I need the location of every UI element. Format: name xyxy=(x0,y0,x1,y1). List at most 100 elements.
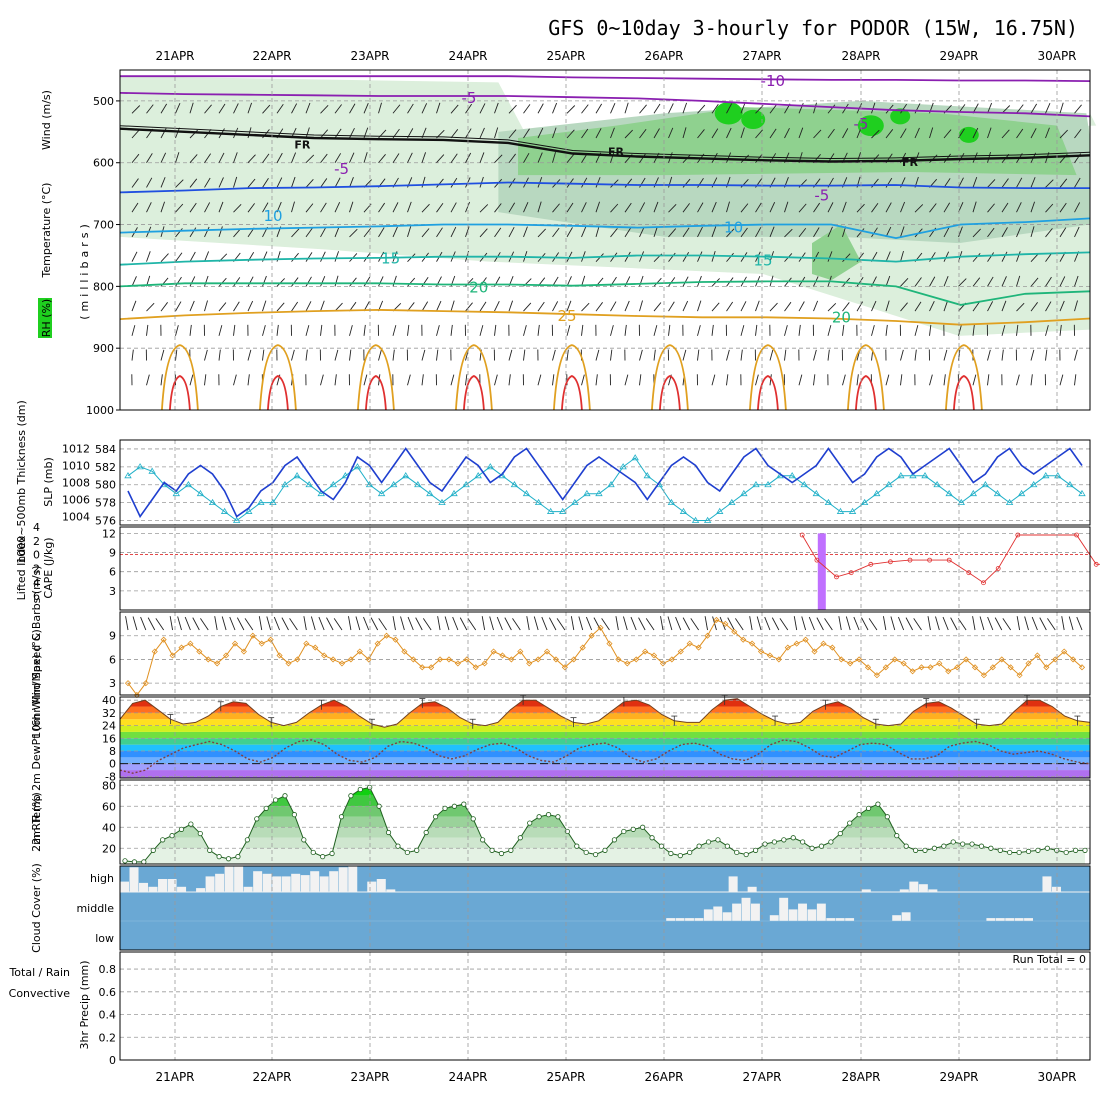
wind10m-marker xyxy=(659,660,667,667)
wind10m-marker xyxy=(677,648,684,655)
temp-contour-35 xyxy=(757,375,779,411)
wind-barb xyxy=(334,349,339,361)
wind-barb xyxy=(349,277,357,287)
wind-barb xyxy=(363,276,371,287)
wind-barb xyxy=(537,324,540,336)
wind-barb xyxy=(900,374,903,386)
rh-marker xyxy=(903,843,909,849)
wind-barb xyxy=(262,202,269,213)
wind10m-marker xyxy=(856,656,863,663)
wind10m-marker xyxy=(606,640,613,647)
wind-barb-10m xyxy=(214,616,218,631)
wind-barb xyxy=(276,104,284,114)
wind-barb-10m xyxy=(771,617,780,631)
wind-barb xyxy=(755,202,762,213)
thickness-marker xyxy=(124,472,132,479)
rh-marker xyxy=(668,850,674,857)
wind-barb xyxy=(450,129,459,139)
wind-barb xyxy=(175,203,184,213)
wind-barb-10m xyxy=(824,618,833,631)
wind-barb xyxy=(291,103,298,114)
wind-barb xyxy=(421,203,430,213)
wind-barb xyxy=(900,349,904,361)
wind-barb xyxy=(450,104,459,114)
wind-barb xyxy=(856,276,864,287)
temp-contour-35 xyxy=(659,375,681,411)
wind10m-marker xyxy=(963,656,970,663)
dewpoint-line xyxy=(119,739,1091,774)
thickness-marker xyxy=(450,489,458,497)
wind10m-marker xyxy=(303,640,310,647)
wind-barb xyxy=(827,302,837,312)
rh-marker xyxy=(931,845,938,851)
wind-barb xyxy=(697,129,705,139)
rh-marker xyxy=(922,847,928,853)
thickness-marker xyxy=(1054,472,1062,479)
wind-barb xyxy=(494,203,502,213)
wind10m-marker xyxy=(196,648,203,655)
wind-barb xyxy=(146,153,153,163)
wind-barb-10m xyxy=(727,617,735,631)
wind-barb xyxy=(508,202,516,213)
wind10m-marker xyxy=(329,656,337,663)
thickness-marker xyxy=(981,480,990,488)
wind-barb xyxy=(131,129,140,139)
contour-label: -5 xyxy=(462,89,477,107)
wind-barb xyxy=(175,276,182,287)
wind10m-marker xyxy=(231,640,239,647)
rh-marker xyxy=(414,847,420,853)
wind-barb xyxy=(175,325,179,336)
wind-barb xyxy=(537,201,542,213)
wind-barb xyxy=(653,325,658,336)
wind-barb xyxy=(421,152,427,163)
contour-label: 15 xyxy=(753,251,772,269)
wind10m-marker xyxy=(873,672,881,679)
wind-barb xyxy=(1001,202,1009,213)
wind10m-marker xyxy=(998,656,1005,663)
wind10m-marker xyxy=(936,660,943,667)
wind-barb xyxy=(755,227,762,238)
precip-tick-label: 0.4 xyxy=(99,1009,117,1022)
wind-barb xyxy=(450,177,458,188)
rh-marker xyxy=(687,849,693,856)
thickness-marker xyxy=(788,472,796,479)
contour-label: FR xyxy=(294,139,311,152)
thickness-marker xyxy=(679,507,688,514)
wind-barb xyxy=(1001,325,1006,336)
wind-barb xyxy=(479,152,485,163)
cloud-middle-bar xyxy=(703,909,713,921)
temp-contour-35 xyxy=(267,375,289,411)
wind10m-marker xyxy=(347,656,354,663)
temp-band xyxy=(120,757,1090,764)
wind-barb xyxy=(798,324,801,336)
wind10m-marker xyxy=(169,652,176,659)
cloud-high-bar xyxy=(329,871,339,892)
wind-barb-10m xyxy=(177,616,182,631)
wind-barb xyxy=(581,374,585,386)
wind-barb xyxy=(900,250,904,262)
wind-barb-10m xyxy=(370,617,379,631)
thickness-marker xyxy=(595,489,603,497)
wind10m-marker xyxy=(1061,648,1068,655)
wind-barb xyxy=(842,302,850,312)
thickness-marker xyxy=(474,472,482,479)
wind-barb xyxy=(595,349,600,361)
wind-barb-10m xyxy=(200,618,209,631)
rh-marker xyxy=(912,847,919,853)
wind-barb xyxy=(262,349,265,361)
wind-barb xyxy=(523,302,532,312)
temp-band xyxy=(120,763,1090,771)
rh-marker xyxy=(207,847,213,853)
wind-barb xyxy=(813,374,816,386)
precip-total-rain-label: Total / Rain xyxy=(8,966,70,979)
pressure-tick-label: 900 xyxy=(93,342,114,355)
wind-barb xyxy=(885,129,894,139)
wind-barb-10m xyxy=(444,616,450,631)
slp-tick-label: 1010 xyxy=(62,460,90,473)
wind-barb xyxy=(610,179,619,188)
cloud-middle-bar xyxy=(807,909,817,921)
contour-line-10 xyxy=(119,217,1091,240)
li-marker xyxy=(1093,561,1099,567)
wind-barb xyxy=(233,203,242,213)
wind-barb xyxy=(566,251,573,262)
